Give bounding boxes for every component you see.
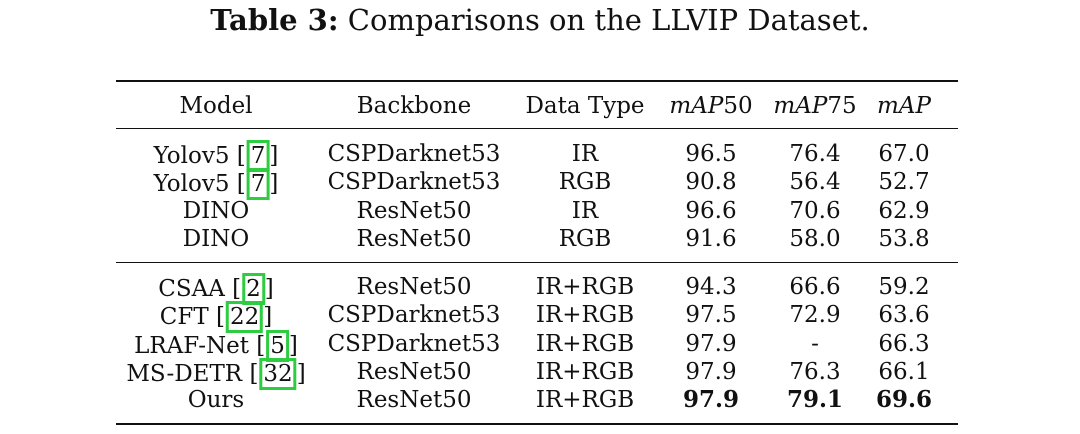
citation-link[interactable]: [22]: [216, 301, 272, 334]
header-map50-suffix: 50: [723, 93, 753, 119]
data-type-cell: IR+RGB: [535, 387, 635, 414]
header-rule: [116, 128, 958, 129]
header-backbone: Backbone: [356, 93, 472, 119]
header-map75: mAP75: [773, 92, 856, 120]
table-top-rule: [116, 80, 958, 82]
header-map75-prefix: mAP: [773, 93, 828, 119]
model-name: Yolov5: [153, 171, 230, 198]
model-cell: Yolov5 [7]: [153, 140, 278, 172]
citation-number[interactable]: 7: [246, 168, 270, 201]
data-type-cell: IR: [571, 197, 599, 224]
map50-cell: 97.9: [682, 386, 740, 414]
header-map: mAP: [877, 92, 931, 120]
map50-cell: 96.5: [685, 141, 737, 167]
table-caption: Table 3: Comparisons on the LLVIP Datase…: [0, 2, 1080, 38]
data-type-cell: IR: [571, 141, 599, 167]
model-cell: Yolov5 [7]: [153, 168, 278, 201]
map-cell: 69.6: [875, 386, 933, 414]
map-cell: 67.0: [878, 141, 930, 167]
map-cell: 66.1: [878, 358, 930, 385]
header-map50-prefix: mAP: [669, 93, 724, 119]
model-name: DINO: [182, 197, 250, 224]
backbone-cell: CSPDarknet53: [327, 330, 501, 357]
map50-cell: 97.9: [685, 358, 737, 385]
map-cell: 53.8: [878, 225, 930, 252]
map50-cell: 97.9: [685, 330, 737, 357]
model-cell: DINO: [183, 197, 250, 225]
header-model: Model: [179, 93, 253, 119]
citation-link[interactable]: [7]: [237, 168, 278, 201]
citation-link[interactable]: [2]: [232, 273, 274, 305]
header-map50: mAP50: [669, 92, 752, 120]
map75-cell: -: [811, 330, 819, 357]
model-cell: CSAA [2]: [158, 273, 274, 305]
table-bottom-rule: [116, 423, 958, 425]
map75-cell: 56.4: [789, 169, 841, 196]
map75-cell: 70.6: [789, 197, 841, 224]
map75-cell: 58.0: [789, 225, 841, 252]
caption-label: Table 3:: [210, 3, 339, 37]
map75-cell: 72.9: [789, 302, 841, 329]
model-name: MS-DETR: [126, 360, 243, 387]
model-name: CSAA: [158, 276, 225, 302]
citation-link[interactable]: [5]: [256, 329, 298, 362]
backbone-cell: CSPDarknet53: [327, 302, 501, 329]
data-type-cell: IR+RGB: [535, 302, 635, 329]
backbone-cell: ResNet50: [356, 387, 472, 414]
map-cell: 62.9: [878, 197, 930, 224]
map75-cell: 79.1: [786, 386, 844, 414]
citation-number[interactable]: 32: [259, 357, 297, 390]
group-separator-rule: [116, 262, 958, 263]
map50-cell: 94.3: [685, 274, 737, 300]
map50-cell: 97.5: [685, 302, 737, 329]
citation-number[interactable]: 2: [242, 273, 265, 305]
data-type-cell: IR+RGB: [535, 358, 635, 385]
model-name: CFT: [159, 304, 209, 331]
backbone-cell: CSPDarknet53: [327, 169, 501, 196]
model-name: Yolov5: [153, 143, 230, 169]
model-name: Ours: [187, 387, 245, 414]
data-type-cell: IR+RGB: [535, 330, 635, 357]
backbone-cell: ResNet50: [356, 274, 472, 300]
caption-text: Comparisons on the LLVIP Dataset.: [347, 3, 870, 37]
data-type-cell: RGB: [558, 225, 612, 252]
header-map75-suffix: 75: [827, 93, 857, 119]
map-cell: 52.7: [878, 169, 930, 196]
map50-cell: 90.8: [685, 169, 737, 196]
backbone-cell: ResNet50: [356, 197, 472, 224]
citation-number[interactable]: 7: [246, 140, 270, 172]
backbone-cell: ResNet50: [356, 225, 472, 252]
citation-link[interactable]: [7]: [237, 140, 278, 172]
map-cell: 59.2: [878, 274, 930, 300]
map75-cell: 76.4: [789, 141, 841, 167]
model-cell: CFT [22]: [159, 301, 272, 334]
model-name: LRAF-Net: [134, 332, 249, 359]
map50-cell: 96.6: [685, 197, 737, 224]
map-cell: 66.3: [878, 330, 930, 357]
model-cell: Ours: [188, 386, 244, 414]
backbone-cell: ResNet50: [356, 358, 472, 385]
header-map-text: mAP: [877, 93, 931, 119]
citation-number[interactable]: 22: [225, 301, 264, 334]
map75-cell: 76.3: [789, 358, 841, 385]
header-data-type: Data Type: [525, 93, 645, 119]
data-type-cell: IR+RGB: [535, 274, 635, 300]
map-cell: 63.6: [878, 302, 930, 329]
citation-link[interactable]: [32]: [249, 357, 306, 390]
map50-cell: 91.6: [685, 225, 737, 252]
backbone-cell: CSPDarknet53: [327, 141, 501, 167]
model-cell: DINO: [183, 225, 250, 253]
data-type-cell: RGB: [558, 169, 612, 196]
citation-number[interactable]: 5: [266, 329, 289, 362]
model-cell: LRAF-Net [5]: [134, 329, 298, 362]
map75-cell: 66.6: [789, 274, 841, 300]
model-cell: MS-DETR [32]: [126, 357, 306, 390]
model-name: DINO: [182, 225, 250, 252]
